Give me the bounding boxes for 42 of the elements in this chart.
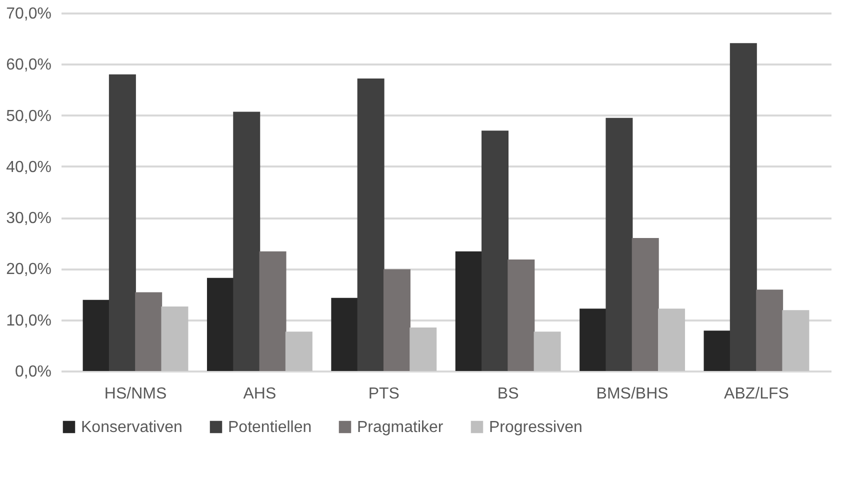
bar — [135, 292, 162, 371]
bar — [285, 332, 312, 371]
bar — [259, 251, 286, 371]
y-tick-label: 50,0% — [6, 108, 52, 125]
bar — [756, 290, 784, 371]
x-tick-label: HS/NMS — [104, 386, 167, 402]
bar — [82, 300, 110, 371]
bar — [508, 260, 535, 371]
y-tick-label: 0,0% — [15, 364, 52, 380]
legend-label: Konservativen — [81, 419, 182, 436]
y-tick-label: 30,0% — [6, 210, 52, 228]
bar — [730, 43, 757, 371]
x-tick-label: BS — [497, 386, 519, 402]
bar — [632, 238, 659, 371]
bar — [482, 130, 509, 371]
y-tick-label: 40,0% — [6, 158, 52, 176]
bar — [108, 74, 136, 371]
legend-label: Pragmatiker — [357, 419, 444, 436]
y-tick-label: 20,0% — [6, 261, 52, 278]
x-tick-label: ABZ/LFS — [724, 386, 789, 402]
y-tick-label: 10,0% — [6, 312, 52, 330]
bar — [580, 308, 607, 371]
y-tick-label: 70,0% — [6, 6, 52, 22]
bar — [383, 269, 410, 371]
bar — [331, 298, 358, 371]
x-tick-label: AHS — [243, 386, 276, 402]
bar — [704, 330, 731, 371]
bar — [782, 310, 810, 371]
x-tick-label: PTS — [368, 386, 400, 402]
bar — [357, 78, 384, 371]
bar — [534, 332, 561, 371]
y-tick-label: 60,0% — [6, 56, 52, 74]
bar — [233, 112, 260, 371]
bar — [206, 278, 234, 371]
bar — [658, 308, 686, 371]
legend-label: Progressiven — [489, 419, 582, 436]
bar — [161, 306, 188, 371]
bar — [410, 328, 437, 371]
x-tick-label: BMS/BHS — [596, 386, 668, 402]
legend-label: Potentiellen — [228, 419, 312, 436]
bar — [455, 251, 482, 371]
bar — [606, 118, 633, 371]
